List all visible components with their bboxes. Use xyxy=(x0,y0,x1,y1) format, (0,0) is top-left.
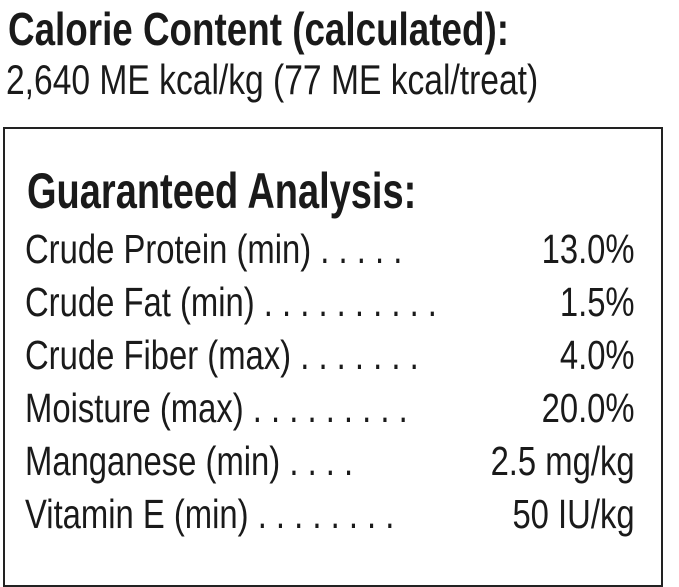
calorie-content-title: Calorie Content (calculated): xyxy=(8,3,509,55)
row-value: 50 IU/kg xyxy=(512,491,635,537)
row-label: Moisture (max) . . . . . . . . . xyxy=(25,385,408,431)
analysis-row: Moisture (max) . . . . . . . . . 20.0% xyxy=(25,385,635,432)
row-label: Crude Fiber (max) . . . . . . . xyxy=(25,332,419,378)
row-label: Manganese (min) . . . . xyxy=(25,438,354,484)
row-label: Vitamin E (min) . . . . . . . . xyxy=(25,491,395,537)
analysis-row: Crude Fat (min) . . . . . . . . . . 1.5% xyxy=(25,279,635,326)
row-value: 4.0% xyxy=(559,332,635,378)
row-value: 13.0% xyxy=(541,226,635,272)
row-label: Crude Protein (min) . . . . . xyxy=(25,226,403,272)
analysis-row: Manganese (min) . . . . 2.5 mg/kg xyxy=(25,438,635,485)
row-value: 1.5% xyxy=(559,279,635,325)
analysis-row: Crude Protein (min) . . . . . 13.0% xyxy=(25,226,635,273)
analysis-row: Crude Fiber (max) . . . . . . . 4.0% xyxy=(25,332,635,379)
calorie-content-value: 2,640 ME kcal/kg (77 ME kcal/treat) xyxy=(6,56,539,103)
row-value: 20.0% xyxy=(541,385,635,431)
row-value: 2.5 mg/kg xyxy=(490,438,635,484)
analysis-row: Vitamin E (min) . . . . . . . . 50 IU/kg xyxy=(25,491,635,538)
row-label: Crude Fat (min) . . . . . . . . . . xyxy=(25,279,437,325)
guaranteed-analysis-title: Guaranteed Analysis: xyxy=(27,163,417,219)
guaranteed-analysis-box: Guaranteed Analysis: Crude Protein (min)… xyxy=(3,127,663,587)
